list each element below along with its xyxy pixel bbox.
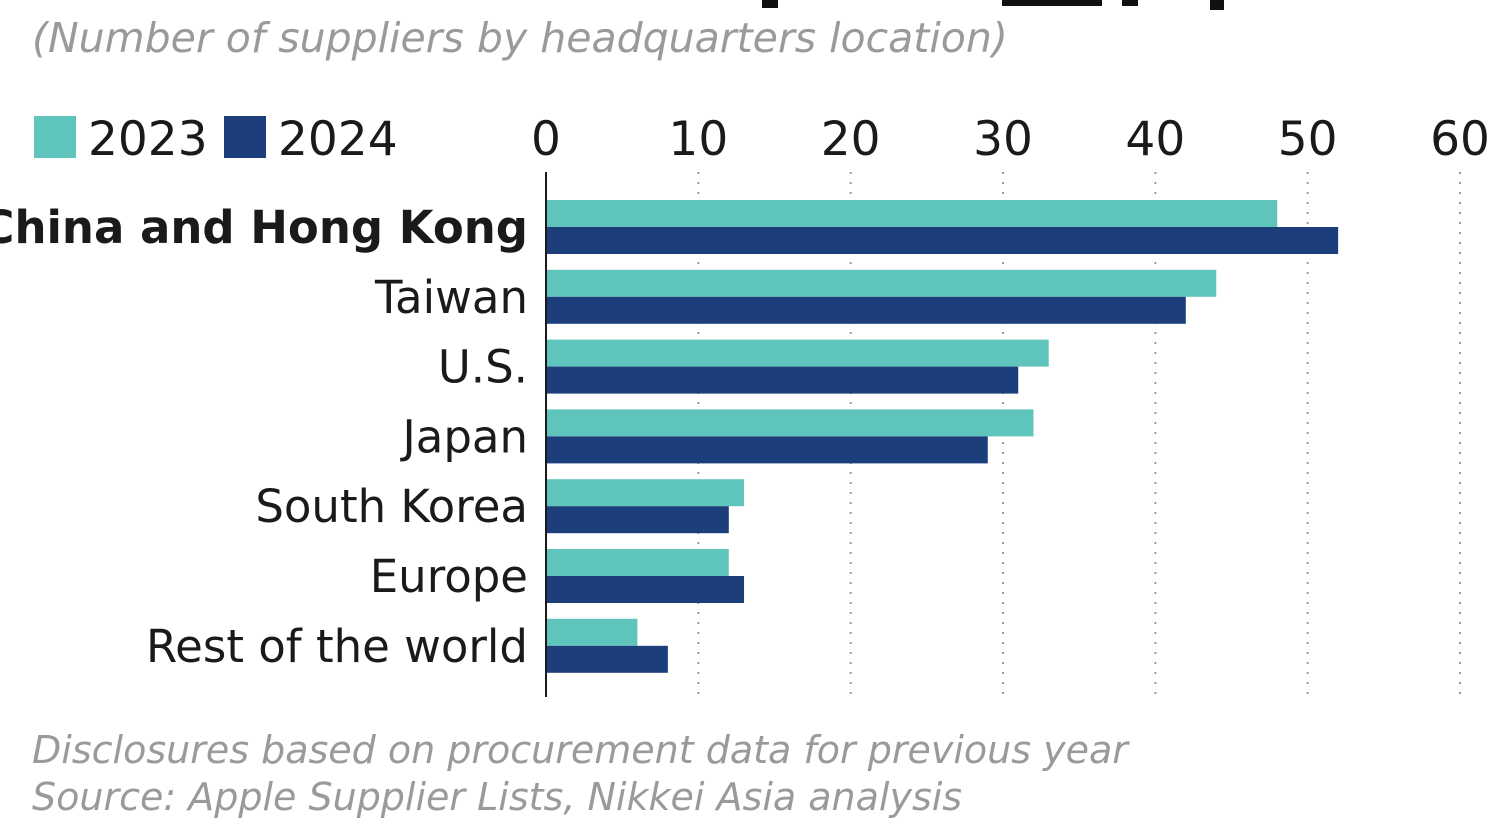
x-tick-label-50: 50 <box>1278 112 1338 167</box>
bar-rest-of-the-world-2023 <box>546 618 638 646</box>
legend: 2023 2024 <box>34 112 398 167</box>
x-tick-label-60: 60 <box>1430 112 1490 167</box>
bar-taiwan-2024 <box>546 296 1186 324</box>
chart-subtitle: (Number of suppliers by headquarters loc… <box>32 14 1008 62</box>
legend-label-2024: 2024 <box>278 112 398 167</box>
bar-u-s-2023 <box>546 339 1049 367</box>
legend-item-2023: 2023 <box>34 112 208 167</box>
bar-japan-2024 <box>546 436 988 464</box>
legend-label-2023: 2023 <box>88 112 208 167</box>
category-label-taiwan: Taiwan <box>374 271 528 324</box>
bar-europe-2023 <box>546 549 729 576</box>
category-label-u-s: U.S. <box>438 341 528 394</box>
bar-china-and-hong-kong-2024 <box>546 227 1339 254</box>
cropped-title-fragment <box>762 0 1224 10</box>
bar-china-and-hong-kong-2023 <box>546 200 1278 227</box>
x-tick-label-0: 0 <box>531 112 561 167</box>
bar-taiwan-2023 <box>546 269 1217 297</box>
legend-item-2024: 2024 <box>224 112 398 167</box>
bar-u-s-2024 <box>546 366 1019 394</box>
bar-south-korea-2024 <box>546 506 729 534</box>
bar-europe-2024 <box>546 576 745 603</box>
bar-rest-of-the-world-2024 <box>546 645 668 673</box>
category-label-europe: Europe <box>370 550 528 603</box>
x-tick-label-10: 10 <box>668 112 728 167</box>
category-label-rest-of-the-world: Rest of the world <box>146 620 528 673</box>
x-tick-label-30: 30 <box>973 112 1033 167</box>
footnote-source: Source: Apple Supplier Lists, Nikkei Asi… <box>32 775 962 819</box>
category-labels: China and Hong Kong Taiwan U.S. Japan South … <box>0 201 528 673</box>
x-axis-ticks: 0 10 20 30 40 50 60 <box>531 112 1490 167</box>
category-label-japan: Japan <box>399 410 528 463</box>
bar-japan-2023 <box>546 409 1034 437</box>
bar-south-korea-2023 <box>546 479 745 507</box>
footnote-disclosure: Disclosures based on procurement data fo… <box>32 728 1130 772</box>
x-tick-label-40: 40 <box>1125 112 1185 167</box>
legend-swatch-2024 <box>224 116 266 158</box>
category-label-china-and-hong-kong: China and Hong Kong <box>0 201 528 254</box>
category-label-south-korea: South Korea <box>255 480 528 533</box>
bars <box>546 200 1339 673</box>
legend-swatch-2023 <box>34 116 76 158</box>
x-tick-label-20: 20 <box>821 112 881 167</box>
